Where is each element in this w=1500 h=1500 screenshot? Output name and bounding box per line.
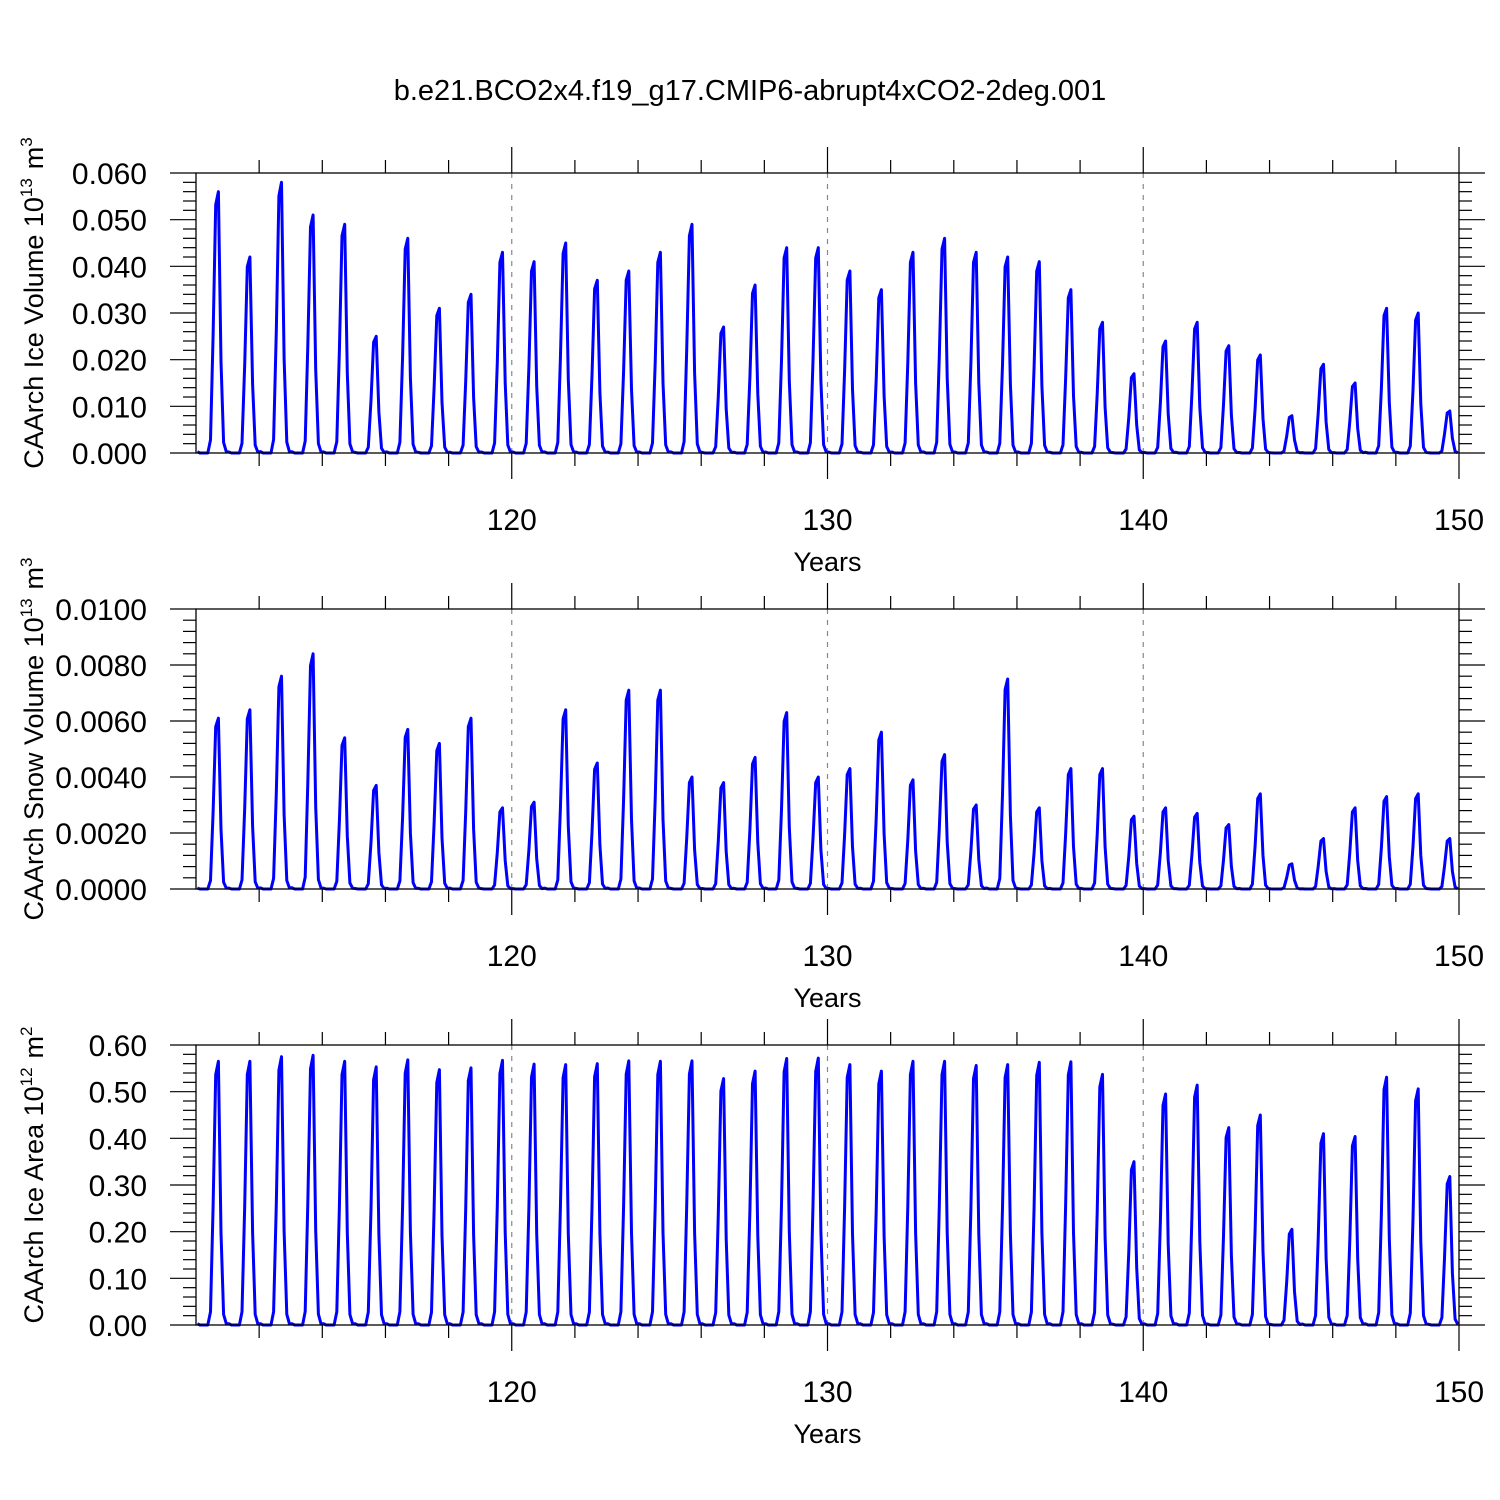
ice-area-y-tick-label: 0.50 [89, 1077, 147, 1110]
ice-volume-y-tick-label: 0.060 [72, 158, 147, 191]
snow-volume-axis-ticks [170, 583, 1485, 915]
ice-area-ylabel-main: CAArch Ice Area 10 [19, 1086, 49, 1323]
ice-volume-plot-frame [195, 172, 1460, 454]
ice-area-ylabel-unit-exp: 2 [17, 1026, 36, 1035]
ice-volume-y-tick-label: 0.010 [72, 391, 147, 424]
ice-area-x-tick-labels: 120 130 140 150 [487, 1376, 1484, 1409]
snow-volume-x-tick-label: 140 [1118, 940, 1168, 973]
snow-volume-x-axis-label: Years [793, 983, 861, 1013]
ice-area-plot-frame [195, 1044, 1460, 1326]
snow-volume-x-tick-label: 120 [487, 940, 537, 973]
snow-volume-y-tick-label: 0.0000 [55, 874, 147, 907]
ice-area-y-tick-label: 0.30 [89, 1170, 147, 1203]
ice-area-x-tick-label: 150 [1434, 1376, 1484, 1409]
ice-area-y-tick-label: 0.40 [89, 1123, 147, 1156]
ice-volume-ylabel-main: CAArch Ice Volume 10 [19, 197, 49, 469]
ice-area-x-tick-label: 120 [487, 1376, 537, 1409]
ice-area-x-tick-label: 140 [1118, 1376, 1168, 1409]
ice-volume-gridlines [511, 173, 1144, 453]
snow-volume-y-tick-label: 0.0100 [55, 594, 147, 627]
snow-volume-y-tick-labels: 0.0000 0.0020 0.0040 0.0060 0.0080 0.0100 [55, 594, 147, 907]
snow-volume-plot-frame [195, 608, 1460, 890]
ice-area-panel: 0.00 0.10 0.20 0.30 0.40 0.50 0.60 120 130 140 15… [17, 1019, 1485, 1449]
snow-volume-x-tick-labels: 120 130 140 150 [487, 940, 1484, 973]
ice-volume-x-tick-label: 140 [1118, 504, 1168, 537]
ice-volume-y-tick-label: 0.040 [72, 251, 147, 284]
ice-volume-x-tick-label: 150 [1434, 504, 1484, 537]
snow-volume-y-tick-label: 0.0060 [55, 706, 147, 739]
ice-area-y-axis-label: CAArch Ice Area 1012 m2 [17, 1026, 49, 1323]
ice-volume-x-tick-label: 120 [487, 504, 537, 537]
snow-volume-y-tick-label: 0.0020 [55, 818, 147, 851]
ice-volume-ylabel-exp: 13 [17, 178, 36, 197]
ice-volume-x-tick-label: 130 [802, 504, 852, 537]
ice-area-axis-ticks [170, 1019, 1485, 1351]
figure-title: b.e21.BCO2x4.f19_g17.CMIP6-abrupt4xCO2-2… [394, 75, 1107, 107]
ice-volume-x-axis-label: Years [793, 547, 861, 577]
snow-volume-y-tick-label: 0.0080 [55, 650, 147, 683]
ice-volume-axis-ticks [170, 147, 1485, 479]
ice-volume-x-tick-labels: 120 130 140 150 [487, 504, 1484, 537]
ice-area-gridlines [511, 1045, 1144, 1325]
snow-volume-panel: 0.0000 0.0020 0.0040 0.0060 0.0080 0.0100 120… [17, 557, 1485, 1013]
ice-area-y-tick-label: 0.10 [89, 1263, 147, 1296]
ice-volume-y-axis-label: CAArch Ice Volume 1013 m3 [17, 137, 49, 469]
ice-area-x-axis-label: Years [793, 1419, 861, 1449]
snow-volume-ylabel-exp: 13 [17, 598, 36, 617]
snow-volume-ylabel-main: CAArch Snow Volume 10 [19, 617, 49, 920]
ice-volume-y-tick-labels: 0.000 0.010 0.020 0.030 0.040 0.050 0.060 [72, 158, 147, 471]
ice-area-y-tick-label: 0.00 [89, 1310, 147, 1343]
snow-volume-y-axis-label: CAArch Snow Volume 1013 m3 [17, 557, 49, 920]
ice-volume-ylabel-unit-exp: 3 [17, 137, 36, 146]
ice-volume-y-tick-label: 0.030 [72, 298, 147, 331]
ice-area-y-tick-labels: 0.00 0.10 0.20 0.30 0.40 0.50 0.60 [89, 1030, 147, 1343]
snow-volume-ylabel-unit-exp: 3 [17, 557, 36, 566]
ice-area-x-tick-label: 130 [802, 1376, 852, 1409]
ice-volume-y-tick-label: 0.020 [72, 345, 147, 378]
ice-volume-y-tick-label: 0.050 [72, 205, 147, 238]
snow-volume-ylabel-unit: m [19, 567, 49, 590]
ice-area-y-tick-label: 0.20 [89, 1217, 147, 1250]
ice-area-ylabel-unit: m [19, 1036, 49, 1059]
snow-volume-x-tick-label: 130 [802, 940, 852, 973]
snow-volume-gridlines [511, 609, 1144, 889]
ice-area-ylabel-exp: 12 [17, 1067, 36, 1086]
ice-area-y-tick-label: 0.60 [89, 1030, 147, 1063]
snow-volume-x-tick-label: 150 [1434, 940, 1484, 973]
ice-volume-ylabel-unit: m [19, 147, 49, 170]
ice-volume-y-tick-label: 0.000 [72, 438, 147, 471]
snow-volume-y-tick-label: 0.0040 [55, 762, 147, 795]
